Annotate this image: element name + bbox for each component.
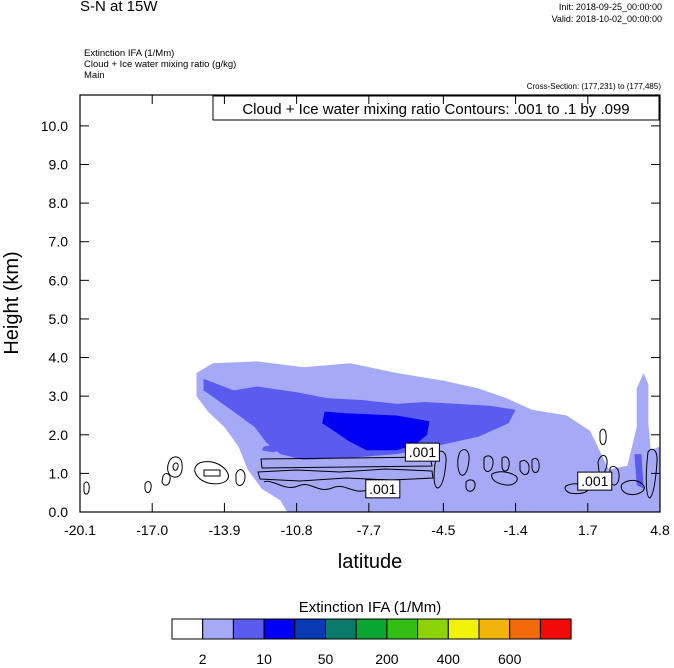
contour-label: .001 — [409, 444, 436, 460]
x-tick-label: -20.1 — [64, 522, 96, 538]
colorbar-label: 200 — [375, 651, 399, 667]
cross-section-label: Cross-Section: (177,231) to (177,485) — [526, 82, 661, 91]
contour-label-box — [577, 471, 613, 491]
x-tick-label: 4.8 — [650, 522, 670, 538]
y-tick-label: 6.0 — [49, 272, 69, 288]
colorbar-swatch — [447, 618, 480, 640]
y-tick-label: 4.0 — [49, 350, 69, 366]
extinction-region-3 — [261, 444, 288, 453]
colorbar-swatch — [386, 618, 419, 640]
y-tick-label: 7.0 — [49, 234, 69, 250]
x-tick-label: -7.7 — [357, 522, 381, 538]
colorbar-swatch — [202, 618, 234, 640]
colorbar-title: Extinction IFA (1/Mm) — [299, 599, 442, 616]
contour-info-box: Cloud + Ice water mixing ratio Contours:… — [212, 95, 660, 121]
contour-info: Cloud + Ice water mixing ratio Contours:… — [242, 101, 629, 118]
mixing-ratio-contours — [83, 428, 658, 499]
colorbar-swatch — [171, 618, 204, 640]
x-tick-label: 1.7 — [578, 522, 598, 538]
x-tick-label: -17.0 — [136, 522, 168, 538]
extinction-fill-layer — [196, 361, 660, 512]
field-list: Extinction IFA (1/Mm) Cloud + Ice water … — [84, 48, 236, 81]
colorbar-swatch — [539, 618, 572, 640]
y-tick-label: 5.0 — [49, 311, 69, 327]
contour-label: .001 — [369, 481, 396, 497]
colorbar-swatch — [355, 618, 388, 640]
field-extinction: Extinction IFA (1/Mm) — [84, 48, 175, 59]
colorbar-label: 600 — [498, 651, 522, 667]
field-main: Main — [84, 70, 105, 81]
contour-label: .001 — [581, 473, 608, 489]
y-tick-label: 9.0 — [49, 157, 69, 173]
x-tick-label: -1.4 — [504, 522, 528, 538]
colorbar: 2 10 50 200 400 600 — [171, 618, 572, 667]
init-time: Init: 2018-09-25_00:00:00 — [558, 2, 662, 12]
y-tick-label: 8.0 — [49, 195, 69, 211]
x-axis-label: latitude — [338, 551, 403, 573]
y-axis: 0.0 1.0 2.0 3.0 4.0 5.0 6.0 7.0 8.0 9.0 10.0 — [41, 118, 660, 520]
colorbar-swatch — [325, 618, 357, 640]
y-tick-label: 0.0 — [49, 504, 69, 520]
colorbar-swatch — [417, 618, 449, 640]
valid-time: Valid: 2018-10-02_00:00:00 — [551, 14, 662, 24]
y-tick-label: 2.0 — [49, 427, 69, 443]
plot-frame — [79, 94, 661, 513]
colorbar-swatch — [294, 618, 326, 640]
extinction-region-2 — [322, 411, 430, 451]
y-axis-label: Height (km) — [1, 251, 23, 354]
colorbar-label: 400 — [437, 651, 461, 667]
contour-label-box — [365, 479, 401, 499]
colorbar-label: 2 — [199, 651, 207, 667]
x-tick-label: -13.9 — [208, 522, 240, 538]
field-mixing-ratio: Cloud + Ice water mixing ratio (g/kg) — [84, 59, 237, 70]
y-tick-label: 10.0 — [41, 118, 68, 134]
contour-labels: .001 .001 .001 — [365, 442, 613, 499]
colorbar-label: 50 — [318, 651, 334, 667]
x-tick-label: -4.5 — [431, 522, 455, 538]
contour-label-box — [404, 442, 440, 462]
y-tick-label: 3.0 — [49, 388, 69, 404]
x-axis: -20.1 -17.0 -13.9 -10.8 -7.7 -4.5 -1.4 1.7 4.8 — [64, 95, 670, 538]
colorbar-swatch — [509, 618, 541, 640]
plot-title: S-N at 15W — [80, 0, 158, 15]
extinction-region-4 — [634, 454, 644, 489]
colorbar-swatch — [478, 618, 511, 640]
y-tick-label: 1.0 — [49, 465, 69, 481]
x-tick-label: -10.8 — [281, 522, 313, 538]
colorbar-label: 10 — [256, 651, 272, 667]
colorbar-swatch — [232, 618, 265, 640]
colorbar-swatch — [263, 618, 296, 640]
time-info: Init: 2018-09-25_00:00:00 Valid: 2018-10… — [552, 1, 662, 25]
